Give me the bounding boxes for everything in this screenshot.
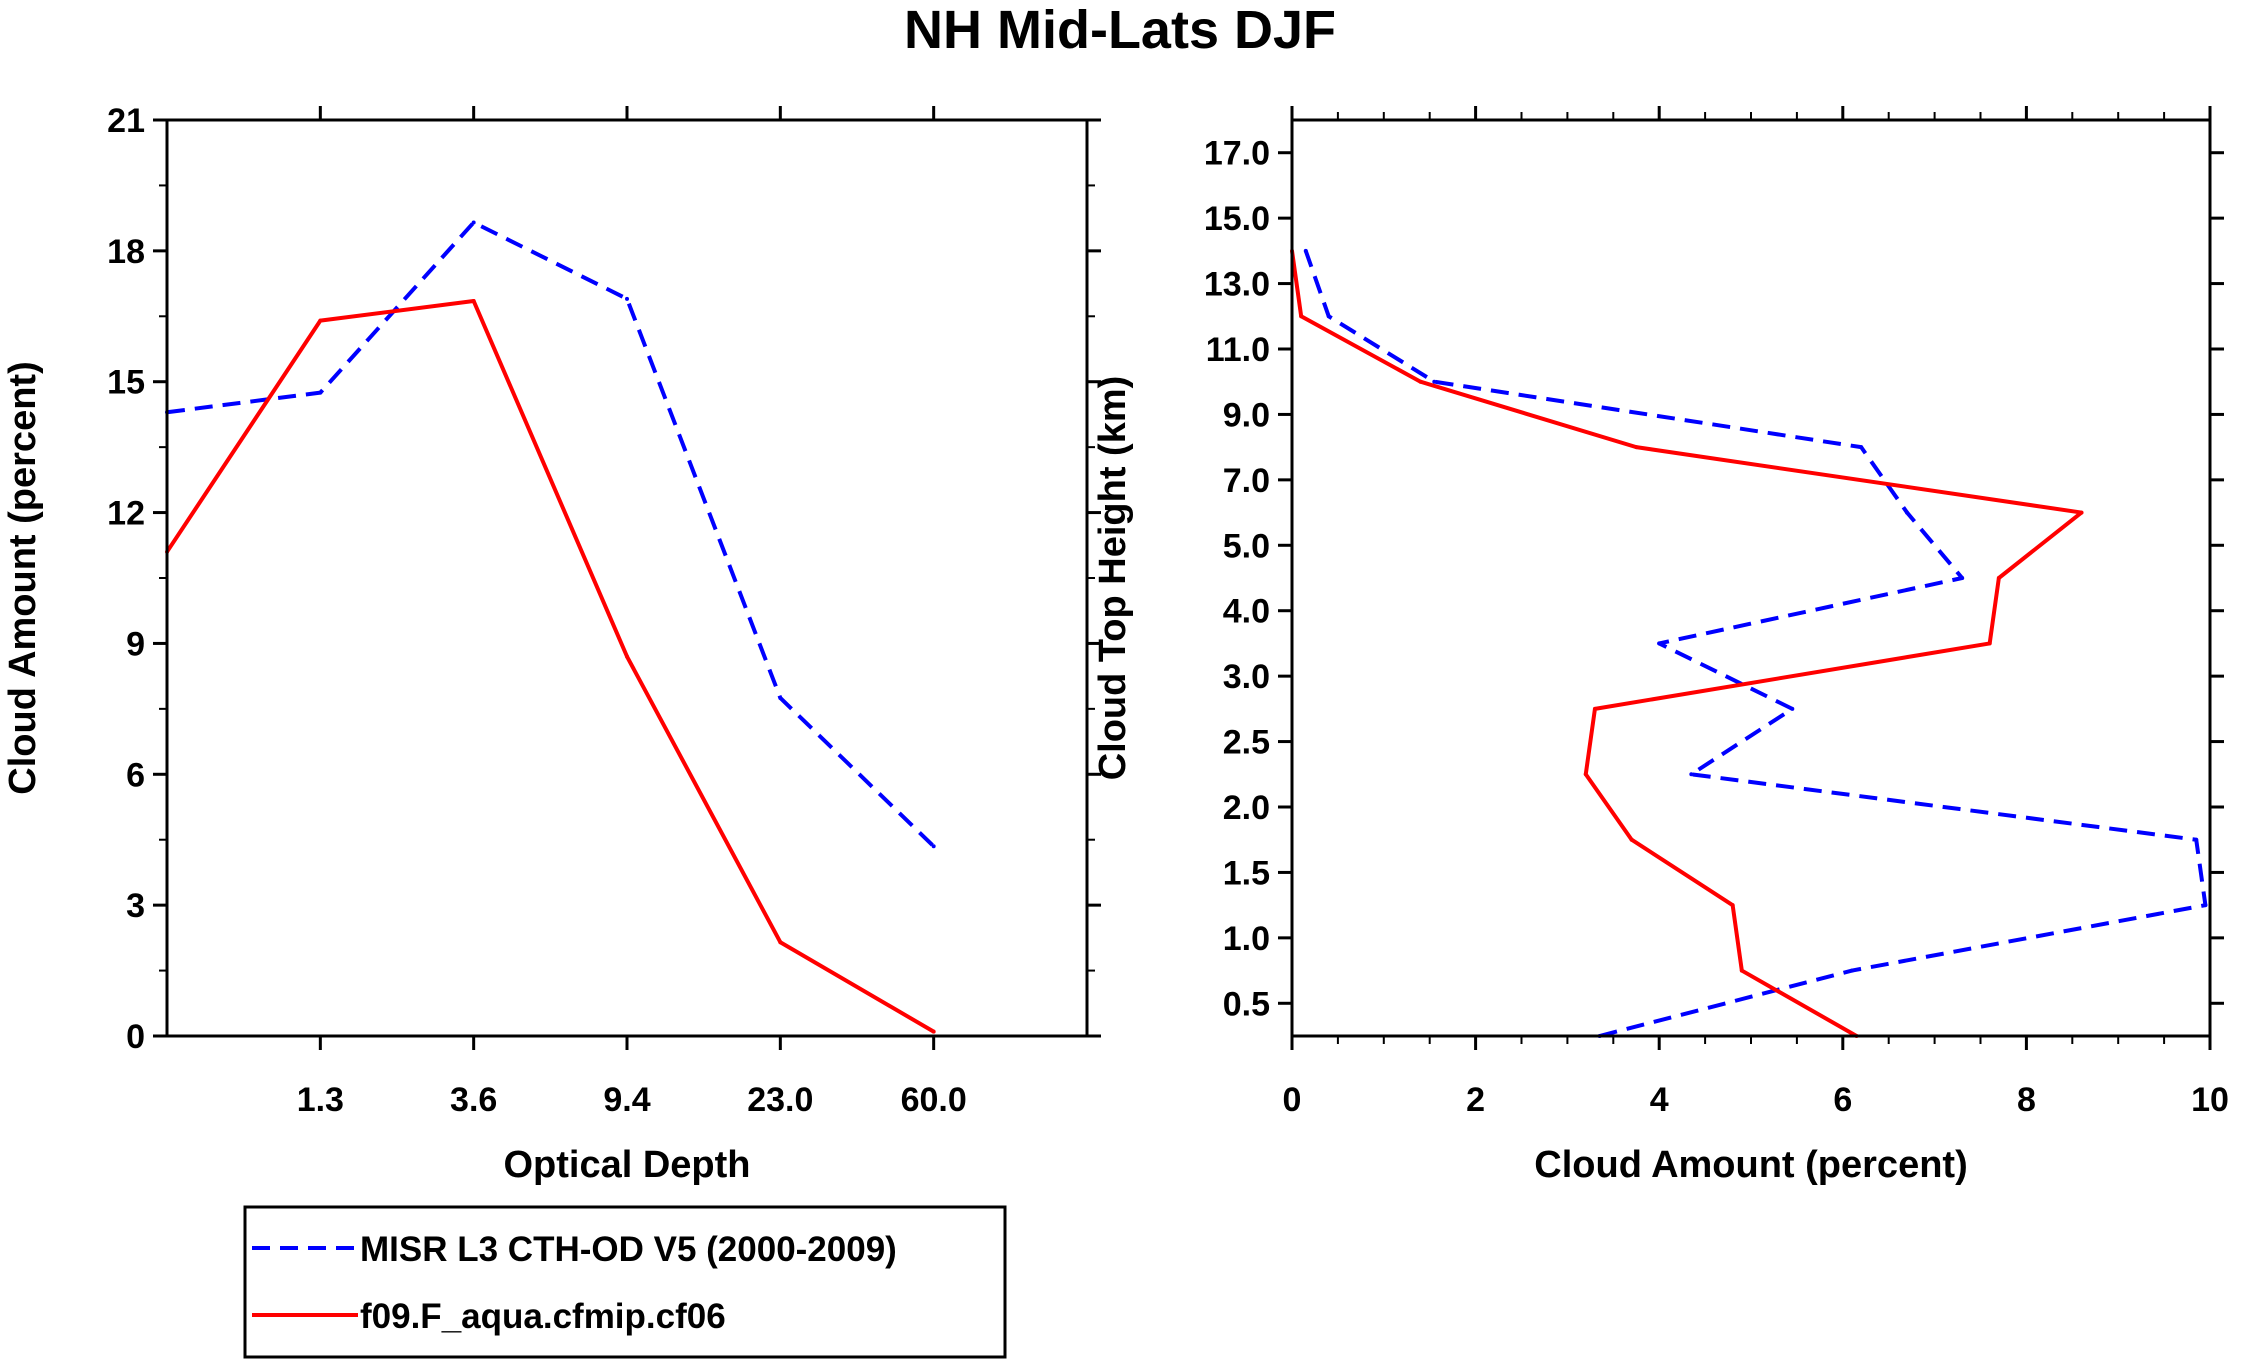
- left-y-tick-label: 6: [126, 756, 145, 794]
- left-series-model-line: [165, 299, 935, 1034]
- right-series-group: [1290, 248, 2208, 1038]
- right-x-tick-label: 2: [1466, 1081, 1485, 1119]
- left-point-misr: [625, 296, 629, 301]
- left-y-tick-label: 0: [126, 1018, 145, 1056]
- right-point-misr: [1657, 641, 1662, 646]
- left-point-misr: [778, 695, 783, 700]
- right-point-misr: [1790, 706, 1795, 711]
- right-point-model: [1634, 445, 1639, 450]
- right-point-model: [1730, 903, 1735, 908]
- right-point-model: [1629, 837, 1634, 842]
- left-x-tick-label: 3.6: [450, 1081, 497, 1119]
- left-point-misr: [931, 844, 936, 849]
- left-plot-frame: [165, 118, 1089, 1038]
- right-point-misr: [2203, 903, 2208, 908]
- left-x-tick-label: 9.4: [603, 1081, 650, 1119]
- right-y-tick-label: 0.5: [1223, 985, 1270, 1023]
- right-point-model: [1592, 706, 1597, 711]
- left-y-tick-label: 12: [107, 495, 145, 533]
- right-y-tick-label: 9.0: [1223, 396, 1270, 434]
- chart-title: NH Mid-Lats DJF: [904, 0, 1336, 60]
- right-point-model: [1418, 379, 1423, 384]
- right-point-misr: [1326, 314, 1331, 319]
- right-y-tick-label: 3.0: [1223, 658, 1270, 696]
- right-point-misr: [1905, 510, 1910, 515]
- right-point-misr: [2194, 837, 2199, 842]
- right-point-misr: [1859, 445, 1864, 450]
- right-x-tick-label: 0: [1283, 1081, 1302, 1119]
- right-ticks: 0 2 4 6 8 10 0.5 1.0 1.5 2.0 2.5 3.0 4.0 5.0 7.0 9.0 11.…: [1204, 106, 2229, 1119]
- left-series-misr-line: [166, 220, 936, 848]
- right-point-model: [1987, 641, 1992, 646]
- left-x-axis-label: Optical Depth: [503, 1144, 750, 1186]
- left-x-tick-label: 60.0: [901, 1081, 967, 1119]
- right-y-tick-label: 11.0: [1206, 331, 1270, 369]
- left-ticks: 0 3 6 9 12 15 18 21 1.3 3.6 9.4 23.0 60.0: [107, 102, 1101, 1119]
- right-y-tick-label: 4.0: [1223, 593, 1270, 631]
- right-point-misr: [1689, 772, 1694, 777]
- left-point-misr: [318, 390, 323, 395]
- left-y-tick-label: 9: [126, 625, 145, 663]
- right-point-misr: [1432, 379, 1437, 384]
- left-point-model: [318, 318, 323, 323]
- legend: MISR L3 CTH-OD V5 (2000-2009) f09.F_aqua…: [243, 1205, 1007, 1359]
- right-series-model-line: [1290, 250, 2084, 1038]
- right-point-model: [2079, 510, 2084, 515]
- right-y-tick-label: 17.0: [1204, 135, 1270, 173]
- legend-label-misr: MISR L3 CTH-OD V5 (2000-2009): [360, 1230, 897, 1269]
- right-point-model: [1996, 576, 2001, 580]
- right-x-axis-label: Cloud Amount (percent): [1534, 1144, 1967, 1186]
- right-y-tick-label: 2.0: [1223, 789, 1270, 827]
- right-series-misr-line: [1303, 250, 2208, 1038]
- right-point-misr: [1960, 576, 1965, 580]
- right-y-tick-label: 7.0: [1223, 462, 1270, 500]
- left-point-model: [778, 940, 783, 945]
- left-point-model: [625, 654, 629, 659]
- left-y-tick-label: 18: [107, 233, 145, 271]
- legend-label-model: f09.F_aqua.cfmip.cf06: [360, 1297, 726, 1336]
- right-point-misr: [1849, 968, 1854, 973]
- right-x-tick-label: 8: [2017, 1081, 2036, 1119]
- right-x-tick-label: 10: [2191, 1081, 2229, 1119]
- right-point-model: [1739, 968, 1744, 973]
- left-x-tick-label: 1.3: [297, 1081, 344, 1119]
- right-panel: 0 2 4 6 8 10 0.5 1.0 1.5 2.0 2.5 3.0 4.0 5.0 7.0 9.0 11.…: [1092, 106, 2229, 1186]
- right-x-tick-label: 6: [1833, 1081, 1852, 1119]
- left-series-group: [165, 220, 936, 1034]
- right-x-tick-label: 4: [1650, 1081, 1669, 1119]
- right-y-axis-label: Cloud Top Height (km): [1092, 376, 1134, 781]
- right-point-misr: [1303, 248, 1308, 253]
- left-y-tick-label: 21: [107, 102, 145, 140]
- left-point-model: [931, 1029, 936, 1034]
- left-point-model: [471, 299, 476, 304]
- left-y-axis-label: Cloud Amount (percent): [2, 361, 44, 794]
- right-y-tick-label: 15.0: [1204, 200, 1270, 238]
- legend-box: [243, 1205, 1007, 1359]
- right-y-tick-label: 2.5: [1223, 724, 1270, 762]
- left-panel: 0 3 6 9 12 15 18 21 1.3 3.6 9.4 23.0 60.0 Optical De…: [2, 102, 1101, 1186]
- left-y-tick-label: 3: [126, 887, 145, 925]
- right-y-tick-label: 13.0: [1204, 266, 1270, 304]
- left-x-tick-label: 23.0: [747, 1081, 813, 1119]
- right-y-tick-label: 1.0: [1223, 920, 1270, 958]
- right-point-model: [1299, 314, 1304, 319]
- right-plot-frame: [1290, 118, 2212, 1038]
- right-y-tick-label: 1.5: [1223, 854, 1270, 892]
- left-point-misr: [471, 220, 476, 225]
- left-y-tick-label: 15: [107, 364, 145, 402]
- right-y-tick-label: 5.0: [1223, 527, 1270, 565]
- right-point-model: [1583, 772, 1588, 777]
